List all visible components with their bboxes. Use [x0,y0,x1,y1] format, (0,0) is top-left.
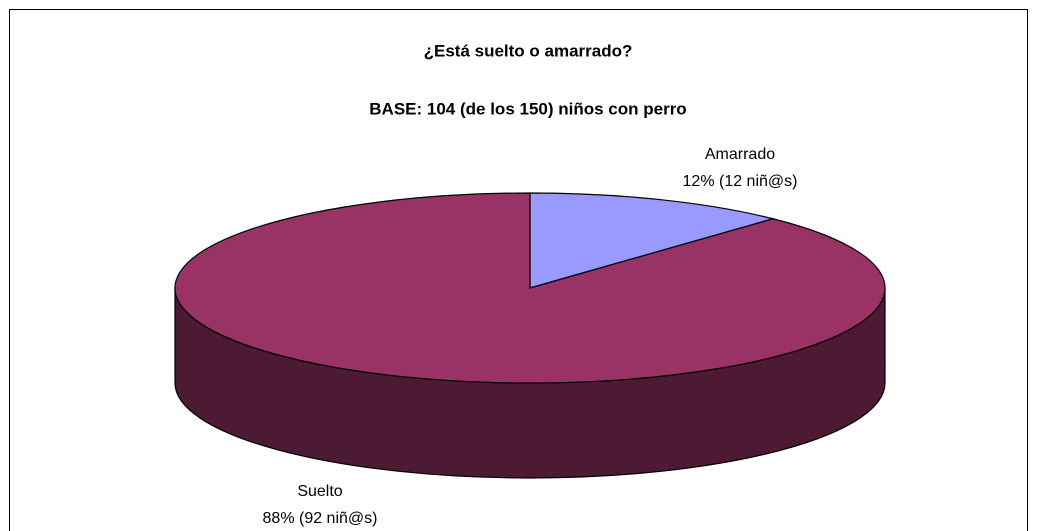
slice-value-label: 12% (12 niñ@s) [683,173,798,190]
chart-subtitle: BASE: 104 (de los 150) niños con perro [369,99,686,118]
pie-slice [174,192,886,384]
slice-label: Suelto [297,483,342,500]
slice-value-label: 88% (92 niñ@s) [263,510,378,527]
slice-label: Amarrado [705,146,775,163]
chart-title: ¿Está suelto o amarrado? [424,41,633,60]
pie-slice [529,192,776,289]
